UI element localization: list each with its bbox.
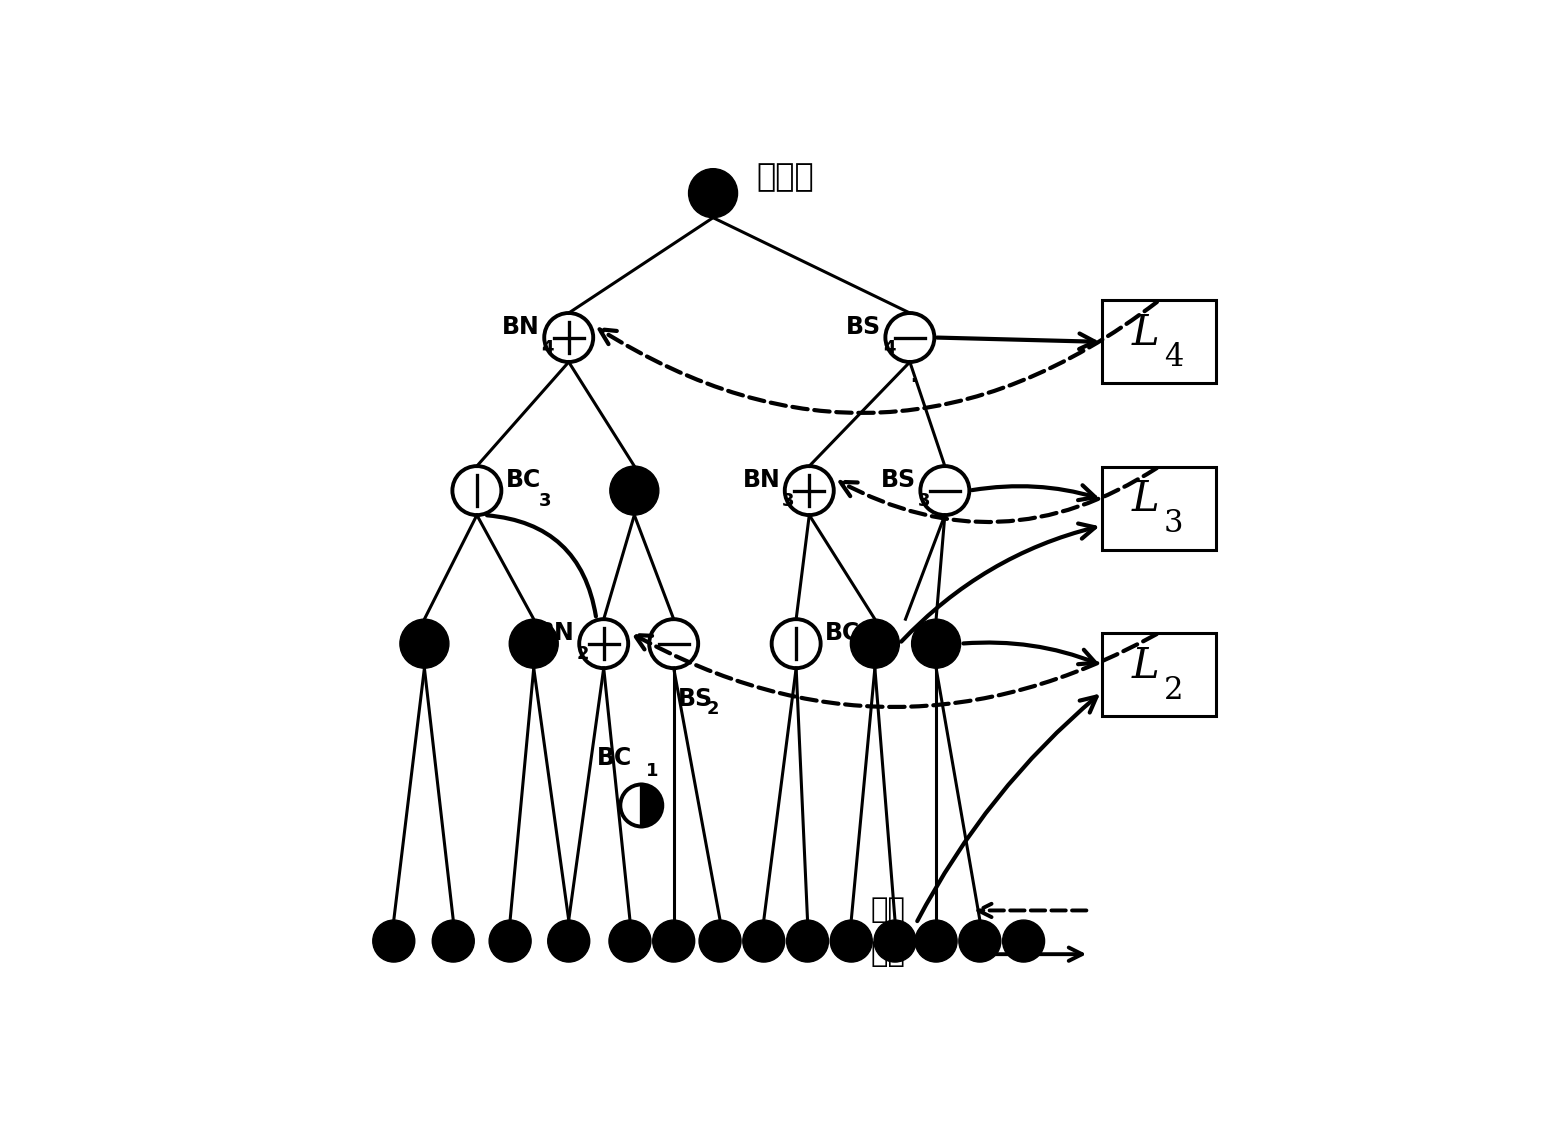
Circle shape xyxy=(433,920,475,962)
Circle shape xyxy=(912,619,961,668)
Circle shape xyxy=(653,920,695,962)
Circle shape xyxy=(875,920,915,962)
Text: .: . xyxy=(909,356,920,390)
Circle shape xyxy=(489,920,531,962)
Circle shape xyxy=(700,920,740,962)
Circle shape xyxy=(1003,920,1045,962)
Text: BC: BC xyxy=(506,468,540,492)
Text: 2: 2 xyxy=(708,700,720,718)
Text: BC: BC xyxy=(597,746,633,770)
Text: L: L xyxy=(1132,478,1159,520)
Circle shape xyxy=(609,466,659,515)
Text: L: L xyxy=(1132,644,1159,686)
Circle shape xyxy=(915,920,958,962)
Text: 4: 4 xyxy=(542,339,555,357)
Circle shape xyxy=(959,920,1001,962)
Circle shape xyxy=(609,920,651,962)
Bar xyxy=(1103,300,1215,384)
Text: 2: 2 xyxy=(1164,675,1184,705)
Bar xyxy=(1103,633,1215,716)
Text: BN: BN xyxy=(742,468,781,492)
Text: BC: BC xyxy=(825,621,861,645)
Circle shape xyxy=(689,168,737,218)
Text: BN: BN xyxy=(501,315,540,339)
Text: 2: 2 xyxy=(576,645,589,663)
Circle shape xyxy=(509,619,558,668)
Text: BS: BS xyxy=(881,468,915,492)
Circle shape xyxy=(548,920,590,962)
Text: 根节点: 根节点 xyxy=(756,162,814,193)
Text: L: L xyxy=(1132,312,1159,354)
Text: 1: 1 xyxy=(645,762,658,780)
Circle shape xyxy=(744,920,784,962)
Circle shape xyxy=(373,920,415,962)
Text: 3: 3 xyxy=(918,492,931,510)
Polygon shape xyxy=(642,785,662,827)
Text: 删除: 删除 xyxy=(870,941,906,968)
Circle shape xyxy=(400,619,448,668)
Circle shape xyxy=(787,920,828,962)
Circle shape xyxy=(831,920,872,962)
Text: 3: 3 xyxy=(539,492,551,510)
Text: 3: 3 xyxy=(1164,508,1184,540)
Text: BS: BS xyxy=(847,315,881,339)
Circle shape xyxy=(850,619,900,668)
Text: 4: 4 xyxy=(1164,342,1182,373)
Text: 2: 2 xyxy=(858,645,870,663)
Bar xyxy=(1103,467,1215,550)
Text: 3: 3 xyxy=(783,492,795,510)
Text: BS: BS xyxy=(678,687,714,711)
Text: BN: BN xyxy=(537,621,575,645)
Text: 4: 4 xyxy=(883,339,895,357)
Text: 存入: 存入 xyxy=(870,896,906,925)
